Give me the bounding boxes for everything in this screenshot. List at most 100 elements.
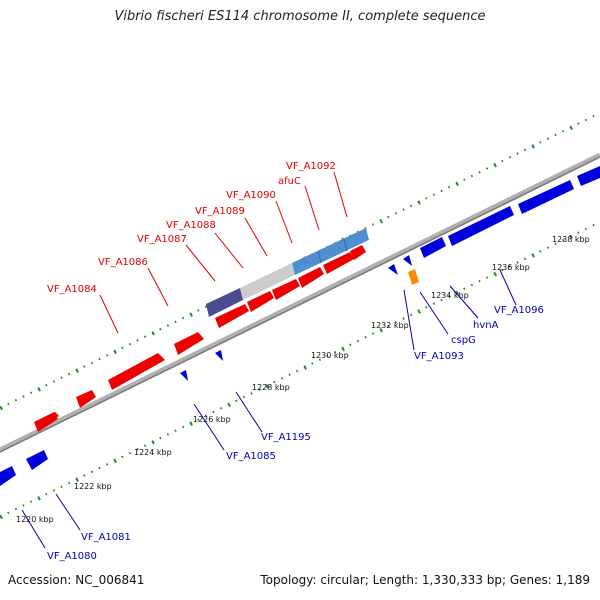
guide-dot <box>577 231 580 234</box>
guide-dot <box>45 383 48 387</box>
genome-summary-text: Topology: circular; Length: 1,330,333 bp… <box>260 573 590 587</box>
guide-dot <box>121 455 124 459</box>
guide-dot <box>455 290 459 296</box>
gene-vf-a1081[interactable] <box>26 450 48 470</box>
guide-dot <box>508 264 512 268</box>
guide-dot <box>98 357 101 361</box>
guide-dot <box>303 365 307 370</box>
forward-labels <box>99 171 348 334</box>
guide-dot <box>14 398 18 402</box>
operon-segment-grey[interactable] <box>240 263 295 300</box>
gene-vf-a1195[interactable] <box>215 350 223 361</box>
tick-label: 1226 kbp <box>193 415 231 424</box>
gene-vf-a1087[interactable] <box>215 304 249 328</box>
guide-dot <box>523 148 527 152</box>
guide-dot <box>181 316 185 320</box>
gene-vf-a1090[interactable] <box>298 267 324 288</box>
guide-dot <box>493 271 497 277</box>
guide-dot <box>470 174 474 178</box>
guide-dot <box>22 395 25 398</box>
gene-orange[interactable] <box>408 269 419 285</box>
gene-vf-a1080[interactable] <box>0 466 16 486</box>
guide-dot <box>242 395 246 399</box>
guide-dot <box>29 500 33 503</box>
guide-dot <box>531 253 535 258</box>
guide-dot <box>197 309 200 312</box>
guide-dot <box>394 212 398 215</box>
guide-dot <box>561 129 565 133</box>
gene-vf-a1097[interactable] <box>518 180 574 214</box>
gene-vf-a1093[interactable] <box>388 264 398 275</box>
guide-dot <box>151 331 155 336</box>
guide-dot <box>37 387 41 392</box>
gene-vf-a1088[interactable] <box>247 291 274 312</box>
guide-dot <box>546 246 550 249</box>
label-vf-a1089: VF_A1089 <box>195 206 245 217</box>
label-hvna: hvnA <box>473 320 499 331</box>
guide-dot <box>257 388 261 391</box>
guide-dot <box>143 335 147 338</box>
gene-vf-a1086[interactable] <box>174 332 204 355</box>
sequence-backbone-shade <box>0 156 600 453</box>
gene-vf-a1089[interactable] <box>272 279 300 300</box>
guide-dot <box>561 238 565 242</box>
gene-vf-a1085[interactable] <box>180 370 188 381</box>
guide-dot <box>159 436 162 440</box>
guide-dot <box>447 185 451 189</box>
tick-labels: 1220 kbp 1222 kbp 1224 kbp 1226 kbp 1228… <box>16 235 590 524</box>
guide-dot <box>83 474 86 477</box>
gene-hvna[interactable] <box>420 237 446 258</box>
guide-dot <box>394 321 398 324</box>
guide-dot <box>52 489 56 492</box>
guide-dot <box>531 144 535 149</box>
gene-vf-a1096[interactable] <box>448 206 514 246</box>
guide-dot <box>333 350 337 354</box>
guide-dot <box>546 137 550 140</box>
guide-dot <box>174 429 177 432</box>
guide-dot <box>493 162 497 168</box>
gene-vf-a1092[interactable] <box>350 245 366 260</box>
guide-dot <box>295 369 299 373</box>
label-vf-a1096: VF_A1096 <box>494 305 544 316</box>
guide-dot <box>592 114 595 118</box>
guide-dot <box>554 242 557 246</box>
guide-dot <box>288 373 291 376</box>
guide-dot <box>402 208 405 211</box>
gene-vf-a1084-block[interactable] <box>76 390 96 408</box>
guide-dot <box>181 425 185 429</box>
guide-dot <box>136 448 139 451</box>
guide-dot <box>250 392 253 395</box>
guide-dot <box>151 440 155 445</box>
gene-cspg[interactable] <box>403 255 412 266</box>
label-vf-a1195: VF_A1195 <box>261 432 311 443</box>
guide-dot <box>265 383 269 389</box>
tick-label: 1238 kbp <box>552 235 590 244</box>
guide-dot <box>592 223 595 227</box>
guide-dot <box>189 312 193 317</box>
gene-vf-a1083[interactable] <box>34 412 58 432</box>
tick-label: 1224 kbp <box>134 448 172 457</box>
guide-dot <box>485 276 489 279</box>
guide-dot <box>364 335 367 339</box>
map-title: Vibrio fischeri ES114 chromosome II, com… <box>114 9 486 24</box>
tick-label: 1228 kbp <box>252 383 290 392</box>
guide-dot <box>60 376 63 379</box>
gene-vf-a1098[interactable] <box>577 166 600 186</box>
guide-dot <box>0 514 3 520</box>
guide-dot <box>554 133 557 137</box>
guide-dot <box>425 306 428 309</box>
operon-block <box>206 228 369 317</box>
operon-segment-purple[interactable] <box>206 288 243 317</box>
label-vf-a1092: VF_A1092 <box>286 161 336 172</box>
guide-dot <box>501 268 504 272</box>
guide-dot <box>584 227 588 231</box>
gene-vf-a1084[interactable] <box>108 353 165 390</box>
guide-dot <box>440 298 443 302</box>
gene-afuc[interactable] <box>323 252 354 274</box>
guide-dot <box>113 458 117 464</box>
operon-segment-blue[interactable] <box>292 228 369 275</box>
guide-dot <box>379 218 383 224</box>
guide-dot <box>478 279 481 283</box>
guide-dot <box>67 372 71 376</box>
